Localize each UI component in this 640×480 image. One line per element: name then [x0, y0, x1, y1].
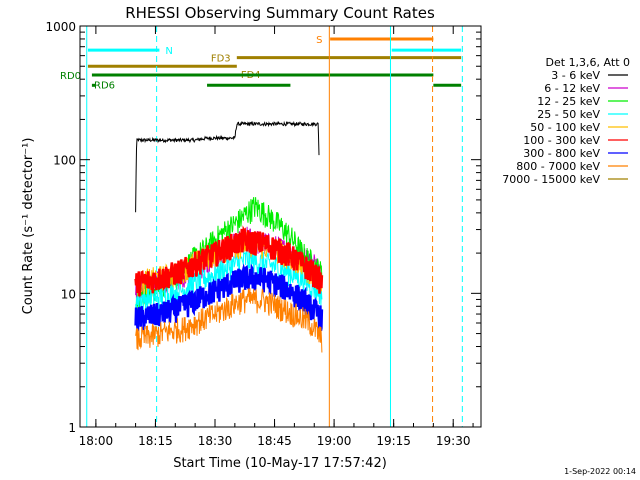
y-tick-label-0: 1: [68, 421, 76, 435]
flag-label-n: N: [165, 46, 172, 57]
vertical-lines: [86, 26, 463, 427]
chart-title: RHESSI Observing Summary Count Rates: [125, 4, 435, 22]
series-lines: [134, 120, 324, 353]
series-3-6keV-line: [135, 120, 320, 213]
flag-label-rd0: RD0: [60, 71, 81, 82]
flag-label-fd3: FD3: [211, 54, 231, 65]
series-12-25keV-line: [135, 197, 323, 315]
legend-label-3: 25 - 50 keV: [537, 108, 600, 121]
legend-label-1: 6 - 12 keV: [544, 82, 600, 95]
legend-label-8: 7000 - 15000 keV: [502, 173, 600, 186]
legend-label-5: 100 - 300 keV: [523, 134, 600, 147]
footer-timestamp: 1-Sep-2022 00:14: [564, 467, 636, 476]
y-axis-ticks: 1 10 100 1000: [45, 20, 481, 435]
x-axis-ticks: 18:00 18:15 18:30 18:45 19:00 19:15 19:30: [79, 26, 474, 448]
legend-label-6: 300 - 800 keV: [523, 147, 600, 160]
series-100-300keV-line: [134, 225, 324, 297]
series-300-800keV-line: [134, 263, 324, 333]
x-tick-label-3: 18:45: [257, 434, 292, 448]
plot-frame: [79, 25, 482, 428]
x-tick-label-5: 19:15: [376, 434, 411, 448]
legend-label-2: 12 - 25 keV: [537, 95, 600, 108]
x-axis-label: Start Time (10-May-17 17:57:42): [173, 456, 387, 471]
flag-bars: NSFD3FD4RD0RD6: [60, 35, 462, 91]
x-tick-label-6: 19:30: [436, 434, 471, 448]
legend-label-4: 50 - 100 keV: [530, 121, 600, 134]
y-tick-label-3: 1000: [45, 20, 76, 34]
flag-label-s: S: [316, 35, 322, 46]
series-800-7000keV-line: [135, 288, 323, 353]
flag-label-rd6: RD6: [94, 80, 115, 91]
legend-label-0: 3 - 6 keV: [551, 69, 600, 82]
x-tick-label-1: 18:15: [138, 434, 173, 448]
y-axis-label: Count Rate (s⁻¹ detector⁻¹): [21, 138, 36, 315]
x-tick-label-4: 19:00: [317, 434, 352, 448]
legend-label-7: 800 - 7000 keV: [516, 160, 600, 173]
y-tick-label-2: 100: [53, 154, 76, 168]
legend-title: Det 1,3,6, Att 0: [546, 56, 630, 69]
y-tick-label-1: 10: [61, 287, 76, 301]
x-tick-label-2: 18:30: [198, 434, 233, 448]
x-tick-label-0: 18:00: [79, 434, 114, 448]
